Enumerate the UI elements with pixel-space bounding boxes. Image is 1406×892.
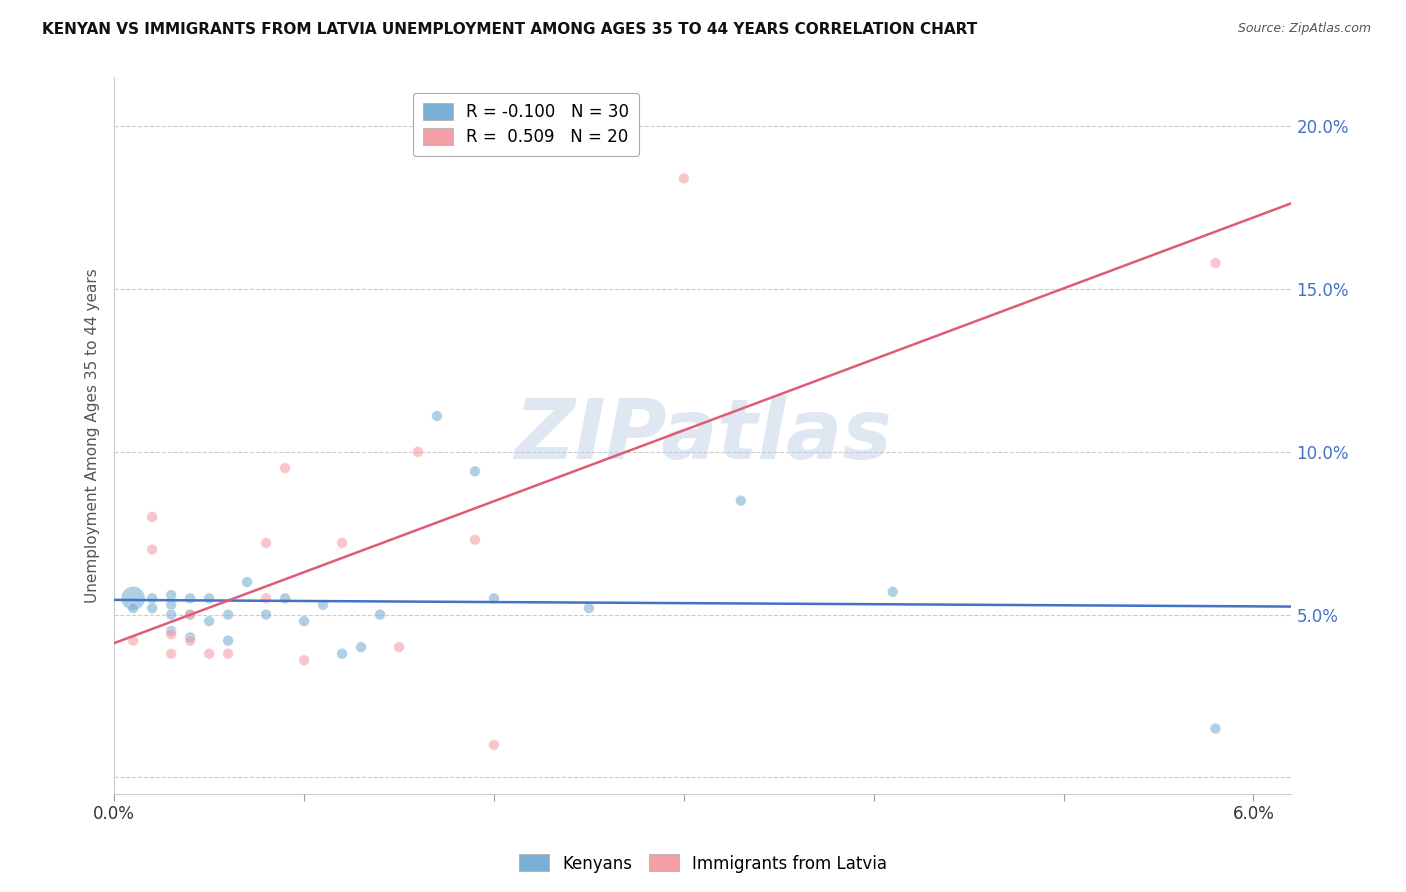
Point — [198, 647, 221, 661]
Point — [160, 607, 183, 622]
Point — [368, 607, 391, 622]
Point — [672, 171, 695, 186]
Point — [141, 510, 163, 524]
Point — [122, 591, 145, 606]
Legend: R = -0.100   N = 30, R =  0.509   N = 20: R = -0.100 N = 30, R = 0.509 N = 20 — [413, 93, 640, 156]
Point — [426, 409, 449, 423]
Legend: Kenyans, Immigrants from Latvia: Kenyans, Immigrants from Latvia — [512, 847, 894, 880]
Point — [141, 542, 163, 557]
Point — [406, 445, 429, 459]
Point — [217, 607, 239, 622]
Point — [464, 464, 486, 478]
Point — [1205, 722, 1227, 736]
Point — [274, 461, 297, 475]
Point — [217, 647, 239, 661]
Point — [274, 591, 297, 606]
Point — [312, 598, 335, 612]
Point — [292, 653, 315, 667]
Point — [254, 536, 277, 550]
Point — [141, 591, 163, 606]
Text: KENYAN VS IMMIGRANTS FROM LATVIA UNEMPLOYMENT AMONG AGES 35 TO 44 YEARS CORRELAT: KENYAN VS IMMIGRANTS FROM LATVIA UNEMPLO… — [42, 22, 977, 37]
Point — [198, 591, 221, 606]
Point — [179, 633, 201, 648]
Point — [254, 607, 277, 622]
Point — [160, 627, 183, 641]
Text: Source: ZipAtlas.com: Source: ZipAtlas.com — [1237, 22, 1371, 36]
Point — [330, 647, 353, 661]
Point — [388, 640, 411, 655]
Point — [217, 633, 239, 648]
Point — [1205, 256, 1227, 270]
Point — [578, 601, 600, 615]
Point — [160, 588, 183, 602]
Point — [179, 607, 201, 622]
Point — [292, 614, 315, 628]
Text: ZIPatlas: ZIPatlas — [513, 395, 891, 476]
Point — [179, 631, 201, 645]
Point — [882, 584, 904, 599]
Point — [464, 533, 486, 547]
Point — [160, 624, 183, 638]
Y-axis label: Unemployment Among Ages 35 to 44 years: Unemployment Among Ages 35 to 44 years — [86, 268, 100, 603]
Point — [141, 601, 163, 615]
Point — [482, 738, 505, 752]
Point — [350, 640, 373, 655]
Point — [179, 591, 201, 606]
Point — [482, 591, 505, 606]
Point — [730, 493, 752, 508]
Point — [198, 614, 221, 628]
Point — [160, 598, 183, 612]
Point — [122, 601, 145, 615]
Point — [122, 633, 145, 648]
Point — [160, 647, 183, 661]
Point — [236, 575, 259, 590]
Point — [330, 536, 353, 550]
Point — [254, 591, 277, 606]
Point — [179, 607, 201, 622]
